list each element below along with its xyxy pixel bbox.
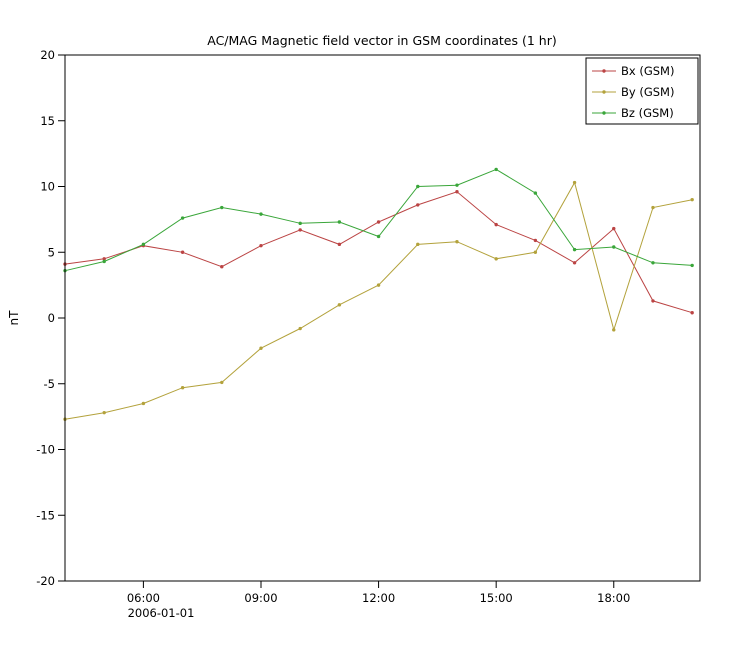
data-point-by bbox=[455, 240, 459, 244]
data-point-by bbox=[220, 380, 224, 385]
data-point-bx bbox=[494, 222, 498, 227]
data-point-by bbox=[376, 283, 381, 287]
data-point-bx bbox=[102, 257, 106, 261]
series-markers-bx bbox=[63, 190, 694, 315]
data-point-bz bbox=[141, 242, 146, 247]
data-point-bz bbox=[494, 167, 498, 172]
legend: Bx (GSM) By (GSM) Bz (GSM) bbox=[585, 57, 699, 125]
y-tick-label: -5 bbox=[44, 377, 55, 391]
data-point-bz bbox=[533, 191, 538, 195]
legend-label: By (GSM) bbox=[621, 85, 674, 99]
data-point-bx bbox=[572, 261, 577, 265]
data-point-by bbox=[259, 346, 263, 350]
x-tick-label: 18:00 bbox=[597, 591, 630, 605]
data-point-bx bbox=[180, 250, 185, 254]
y-tick-label: 20 bbox=[40, 48, 55, 62]
y-tick-label: 0 bbox=[48, 311, 55, 325]
x-tick-label: 09:00 bbox=[244, 591, 277, 605]
series-markers-bz bbox=[63, 167, 694, 273]
legend-label: Bx (GSM) bbox=[621, 64, 674, 78]
legend-marker bbox=[602, 111, 606, 115]
y-axis-label: nT bbox=[7, 310, 21, 326]
y-axis: -20 -15 -10 -5 0 5 10 15 20 bbox=[36, 48, 65, 588]
series-markers-by bbox=[63, 180, 694, 421]
data-point-bz bbox=[376, 234, 381, 239]
y-tick-label: -10 bbox=[36, 443, 55, 457]
data-point-bz bbox=[259, 212, 263, 216]
data-point-by bbox=[612, 328, 616, 332]
data-point-bx bbox=[455, 190, 459, 194]
data-point-by bbox=[690, 197, 694, 202]
data-point-bz bbox=[455, 183, 459, 187]
data-point-bz bbox=[220, 205, 224, 210]
x-axis: 06:00 09:00 12:00 15:00 18:00 bbox=[127, 581, 630, 605]
data-point-bz bbox=[298, 221, 302, 226]
series-line-bx bbox=[64, 191, 693, 314]
chart-title: AC/MAG Magnetic field vector in GSM coor… bbox=[207, 33, 556, 48]
data-point-bx bbox=[612, 226, 616, 231]
y-tick-label: -15 bbox=[36, 508, 55, 522]
data-point-bx bbox=[259, 243, 263, 248]
y-tick-label: 15 bbox=[40, 114, 55, 128]
x-tick-label: 12:00 bbox=[362, 591, 395, 605]
legend-marker bbox=[602, 90, 606, 94]
data-point-by bbox=[494, 257, 498, 261]
y-tick-label: -20 bbox=[36, 574, 55, 588]
data-point-bx bbox=[651, 299, 655, 303]
data-point-bz bbox=[102, 259, 106, 264]
data-point-by bbox=[416, 242, 420, 247]
series-line-bz bbox=[64, 168, 693, 272]
data-point-by bbox=[298, 326, 302, 331]
legend-entry: By (GSM) bbox=[592, 85, 674, 99]
x-tick-label: 15:00 bbox=[480, 591, 513, 605]
data-point-by bbox=[533, 250, 538, 254]
data-point-by bbox=[102, 410, 106, 415]
legend-label: Bz (GSM) bbox=[621, 106, 674, 120]
data-point-by bbox=[180, 385, 185, 390]
y-tick-label: 5 bbox=[48, 245, 55, 259]
data-point-bx bbox=[533, 238, 538, 243]
legend-marker bbox=[602, 69, 606, 73]
data-point-bx bbox=[298, 228, 302, 232]
data-point-by bbox=[651, 205, 655, 210]
data-point-by bbox=[141, 401, 146, 406]
data-point-bx bbox=[337, 242, 342, 247]
data-point-bz bbox=[337, 220, 342, 224]
legend-entry: Bz (GSM) bbox=[592, 106, 674, 120]
series-group bbox=[63, 167, 694, 421]
data-point-bz bbox=[416, 184, 420, 189]
legend-entry: Bx (GSM) bbox=[592, 64, 674, 78]
series-line-by bbox=[64, 181, 693, 420]
data-point-by bbox=[337, 303, 342, 307]
data-point-bz bbox=[180, 216, 185, 220]
x-tick-label: 06:00 bbox=[127, 591, 160, 605]
data-point-bx bbox=[220, 265, 224, 269]
data-point-bx bbox=[416, 203, 420, 207]
data-point-bz bbox=[690, 263, 694, 268]
data-point-bx bbox=[376, 220, 381, 224]
plot-frame bbox=[64, 54, 701, 582]
data-point-bz bbox=[572, 247, 577, 252]
data-point-bx bbox=[690, 311, 694, 315]
y-tick-label: 10 bbox=[40, 180, 55, 194]
data-point-by bbox=[572, 180, 577, 185]
data-point-bz bbox=[612, 245, 616, 249]
data-point-bz bbox=[651, 261, 655, 265]
x-axis-date-label: 2006-01-01 bbox=[128, 606, 195, 620]
